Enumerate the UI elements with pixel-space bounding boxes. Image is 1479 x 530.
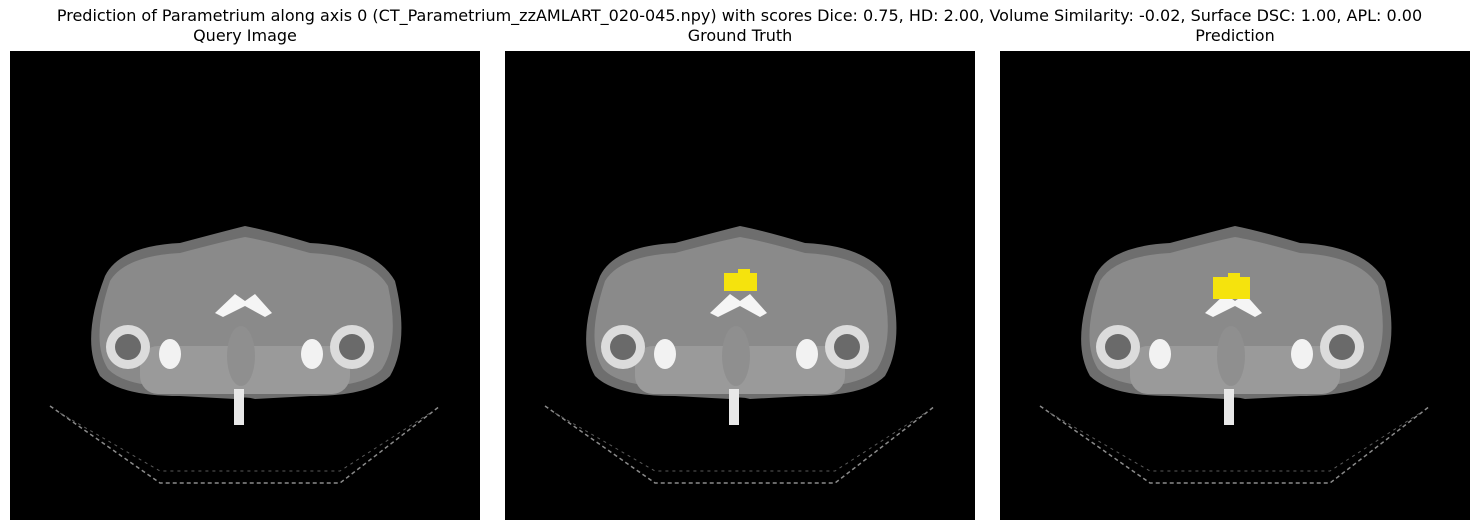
figure-suptitle: Prediction of Parametrium along axis 0 (… [0, 6, 1479, 26]
ground-truth-panel [505, 51, 975, 520]
ground-truth-ct-scan [505, 51, 975, 520]
query-image-title: Query Image [10, 26, 480, 46]
query-image-panel [10, 51, 480, 520]
prediction-panel [1000, 51, 1470, 520]
prediction-title: Prediction [1000, 26, 1470, 46]
query-ct-scan [10, 51, 480, 520]
prediction-ct-scan [1000, 51, 1470, 520]
ground-truth-title: Ground Truth [505, 26, 975, 46]
